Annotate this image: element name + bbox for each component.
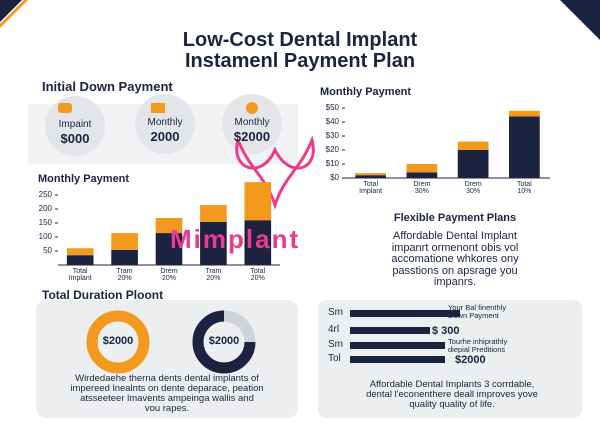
- donut: [192, 310, 256, 374]
- chart-title: Monthly Payment: [320, 86, 412, 98]
- circle: [222, 94, 282, 154]
- y-tick-label: 150: [39, 218, 53, 227]
- x-tick-label: Total Implant: [68, 268, 92, 283]
- hbar: [350, 356, 445, 363]
- paragraph-line: dental l'econenthere deall improves yove: [366, 388, 538, 400]
- y-tick-label: 250: [39, 190, 53, 199]
- note: $ 300: [432, 325, 460, 337]
- bar: [457, 141, 489, 150]
- item-amount: $000: [60, 131, 90, 146]
- corner: [560, 0, 600, 40]
- bar: [111, 233, 138, 250]
- y-tick-label: $10: [326, 159, 340, 168]
- hbar: [350, 342, 445, 349]
- hbar: [350, 327, 430, 334]
- y-tick-label: 50: [43, 246, 52, 255]
- x-tick-label: Drem 20%: [160, 268, 178, 283]
- row-label: Sm: [328, 339, 343, 350]
- section-title: Initial Down Payment: [42, 79, 173, 94]
- paragraph-line: atsseeteer lmavents ampeinga wallis and: [80, 392, 254, 404]
- y-tick-label: 200: [39, 204, 53, 213]
- bar: [457, 150, 489, 178]
- x-tick-label: Drem 30%: [413, 181, 431, 196]
- item-amount: 2000: [150, 129, 180, 144]
- x-tick-label: Total 20%: [250, 268, 266, 283]
- bar: [66, 255, 94, 265]
- x-tick-label: Tram 20%: [116, 268, 133, 283]
- corner: [0, 0, 22, 22]
- section-title: Total Duration Ploont: [42, 288, 164, 302]
- x-tick-label: Total Implant: [359, 181, 383, 196]
- paragraph-line: impereed lnealnts on dente deparace, pea…: [70, 382, 264, 394]
- paragraph: Affordable Dental Implants 3 corrdable, d…: [324, 380, 580, 410]
- row-label: Tol: [328, 353, 341, 364]
- title: Low-Cost Dental Implant Instamenl Payment…: [0, 30, 600, 72]
- paragraph-line: quality quality of life.: [409, 398, 495, 410]
- bar: [509, 116, 540, 178]
- note: Tourhe inhiprathly diepial Preditions: [448, 337, 508, 354]
- donut: [86, 310, 150, 374]
- bar: [355, 173, 386, 176]
- y-tick-label: $20: [326, 145, 340, 154]
- row-label: 4rl: [328, 324, 340, 335]
- note: Your Bal finenthly Down Payment: [448, 303, 507, 320]
- paragraph-line: impanrt ormenont obis vol: [391, 241, 519, 254]
- bar: [355, 175, 386, 178]
- item-label: Monthly: [234, 117, 270, 128]
- chart-title: Monthly Payment: [38, 173, 130, 185]
- circle: [135, 94, 195, 154]
- y-tick-label: $30: [326, 131, 340, 140]
- section-title: Flexible Payment Plans: [393, 212, 517, 224]
- x-tick-label: Tram 20%: [205, 268, 222, 283]
- donut-label: $2000: [102, 335, 134, 347]
- bar: [244, 220, 272, 265]
- x-tick-label: Drem 30%: [464, 181, 482, 196]
- title-line: Low-Cost Dental Implant: [182, 29, 418, 51]
- bar: [66, 248, 94, 256]
- icon: [151, 103, 165, 113]
- y-tick-label: 100: [39, 232, 53, 241]
- y-tick-label: $40: [326, 117, 340, 126]
- bar: [155, 233, 183, 265]
- bar: [155, 217, 183, 234]
- bar: [111, 249, 138, 265]
- x-tick-label: Total 10%: [516, 181, 532, 196]
- watermark: Mimplant: [170, 224, 301, 254]
- paragraph: Wirdedaehe therna dents dental implants …: [40, 374, 294, 414]
- paragraph-line: Affordable Dental Implants 3 corrdable,: [369, 379, 535, 390]
- paragraph-line: accomatione whkores ony: [391, 253, 519, 266]
- note: $2000: [455, 354, 486, 366]
- item-label: Impaint: [58, 119, 92, 130]
- paragraph-line: vou rapes.: [144, 402, 190, 414]
- donut-label: $2000: [208, 335, 240, 347]
- paragraph: Affordable Dental Implant impanrt ormenon…: [330, 230, 580, 289]
- bar: [200, 221, 227, 265]
- corner: [0, 0, 28, 28]
- bar: [200, 205, 227, 222]
- row-label: Sm: [328, 307, 343, 318]
- item-label: Monthly: [147, 117, 183, 128]
- bar: [244, 182, 272, 221]
- bar: [406, 164, 438, 173]
- y-tick-label: $50: [326, 103, 340, 112]
- paragraph-line: Affordable Dental Implant: [393, 230, 517, 242]
- y-tick-label: $0: [330, 173, 339, 182]
- icon: [58, 103, 72, 113]
- title-line: Instamenl Payment Plan: [184, 50, 416, 72]
- bar: [406, 172, 438, 178]
- paragraph-line: Wirdedaehe therna dents dental implants …: [75, 373, 259, 384]
- hbar: [350, 310, 460, 317]
- paragraph-line: passtions on apsrage you: [392, 264, 518, 277]
- bar: [509, 110, 540, 117]
- icon: [246, 102, 258, 114]
- paragraph-line: impanrs.: [433, 276, 477, 289]
- item-amount: $2000: [233, 129, 271, 144]
